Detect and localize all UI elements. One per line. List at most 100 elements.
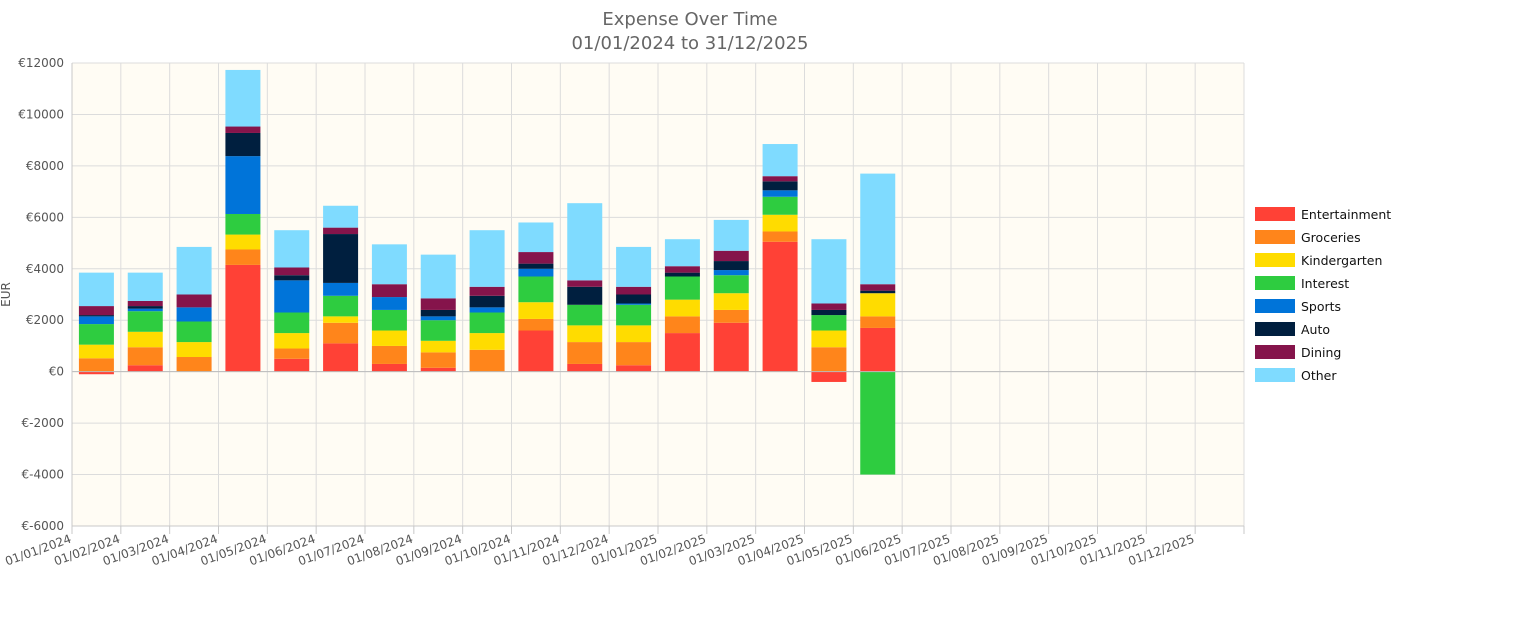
bar-auto-16 [860, 290, 896, 294]
bar-sports-2 [176, 307, 212, 322]
bar-groceries-13 [713, 309, 749, 323]
bar-kindergarten-13 [713, 293, 749, 310]
bar-kindergarten-9 [518, 302, 554, 319]
bar-sports-5 [323, 282, 359, 296]
legend-swatch-interest [1255, 276, 1295, 290]
bar-auto-0 [78, 315, 114, 317]
bar-interest-12 [664, 276, 700, 300]
bar-groceries-9 [518, 318, 554, 331]
bar-kindergarten-16 [860, 293, 896, 317]
bar-interest-2 [176, 321, 212, 343]
bar-auto-15 [811, 309, 847, 316]
bar-dining-1 [127, 300, 163, 307]
bar-interest-8 [469, 312, 505, 334]
bar-other-12 [664, 239, 700, 267]
bar-other-7 [420, 254, 456, 299]
bar-auto-8 [469, 295, 505, 308]
y-tick-label: €4000 [26, 262, 64, 276]
bar-groceries-0 [78, 358, 114, 372]
bar-interest-11 [616, 304, 652, 326]
bar-interest-4 [274, 312, 310, 334]
bar-interest-7 [420, 320, 456, 341]
bar-dining-0 [78, 306, 114, 316]
y-tick-label: €6000 [26, 210, 64, 224]
bar-auto-14 [762, 181, 798, 191]
bar-kindergarten-6 [371, 330, 407, 346]
bar-other-0 [78, 272, 114, 307]
legend: Entertainment Groceries Kindergarten Intere… [1255, 207, 1391, 383]
bar-auto-10 [567, 286, 603, 305]
bar-interest-16 [860, 371, 896, 475]
bar-dining-10 [567, 280, 603, 287]
bar-dining-6 [371, 284, 407, 298]
bar-sports-7 [420, 316, 456, 321]
bars [78, 69, 896, 475]
bar-entertainment-0 [78, 371, 114, 375]
legend-swatch-dining [1255, 345, 1295, 359]
bar-interest-0 [78, 324, 114, 345]
bar-groceries-6 [371, 345, 407, 364]
bar-interest-9 [518, 276, 554, 303]
bar-interest-13 [713, 275, 749, 294]
legend-swatch-groceries [1255, 230, 1295, 244]
bar-kindergarten-5 [323, 316, 359, 323]
bar-entertainment-11 [616, 365, 652, 372]
legend-swatch-sports [1255, 299, 1295, 313]
legend-label-other: Other [1301, 368, 1337, 383]
bar-interest-6 [371, 309, 407, 331]
bar-other-3 [225, 69, 261, 127]
bar-kindergarten-14 [762, 214, 798, 232]
bar-sports-3 [225, 156, 261, 214]
bar-auto-13 [713, 261, 749, 271]
bar-groceries-1 [127, 347, 163, 366]
bar-kindergarten-1 [127, 331, 163, 348]
y-tick-label: €-2000 [21, 416, 64, 430]
legend-swatch-entertainment [1255, 207, 1295, 221]
bar-entertainment-14 [762, 241, 798, 372]
y-tick-label: €12000 [18, 56, 64, 70]
bar-groceries-3 [225, 249, 261, 265]
bar-dining-9 [518, 252, 554, 264]
bar-other-11 [616, 246, 652, 287]
bar-other-1 [127, 272, 163, 301]
bar-groceries-14 [762, 231, 798, 242]
bar-dining-3 [225, 126, 261, 133]
bar-kindergarten-15 [811, 330, 847, 348]
bar-dining-4 [274, 267, 310, 276]
bar-entertainment-5 [323, 343, 359, 372]
bar-sports-8 [469, 307, 505, 313]
bar-kindergarten-10 [567, 325, 603, 343]
bar-groceries-2 [176, 357, 212, 372]
bar-entertainment-9 [518, 330, 554, 372]
legend-swatch-auto [1255, 322, 1295, 336]
bar-interest-15 [811, 315, 847, 331]
bar-sports-4 [274, 280, 310, 313]
bar-auto-9 [518, 263, 554, 269]
legend-swatch-kindergarten [1255, 253, 1295, 267]
bar-interest-1 [127, 311, 163, 332]
legend-label-kindergarten: Kindergarten [1301, 253, 1382, 268]
bar-other-9 [518, 222, 554, 253]
legend-label-dining: Dining [1301, 345, 1341, 360]
bar-dining-15 [811, 303, 847, 310]
bar-auto-11 [616, 294, 652, 304]
bar-groceries-7 [420, 352, 456, 368]
bar-auto-4 [274, 275, 310, 281]
bar-interest-14 [762, 196, 798, 215]
y-tick-label: €-4000 [21, 468, 64, 482]
bar-other-15 [811, 239, 847, 304]
bar-other-16 [860, 173, 896, 285]
y-tick-label: €-6000 [21, 519, 64, 533]
bar-groceries-4 [274, 348, 310, 359]
bar-sports-6 [371, 297, 407, 310]
bar-interest-5 [323, 295, 359, 317]
bar-kindergarten-12 [664, 299, 700, 317]
bar-kindergarten-7 [420, 340, 456, 353]
bar-groceries-5 [323, 322, 359, 344]
legend-label-entertainment: Entertainment [1301, 207, 1391, 222]
bar-auto-3 [225, 132, 261, 157]
bar-entertainment-7 [420, 367, 456, 372]
bar-sports-13 [713, 270, 749, 276]
bar-entertainment-16 [860, 327, 896, 372]
